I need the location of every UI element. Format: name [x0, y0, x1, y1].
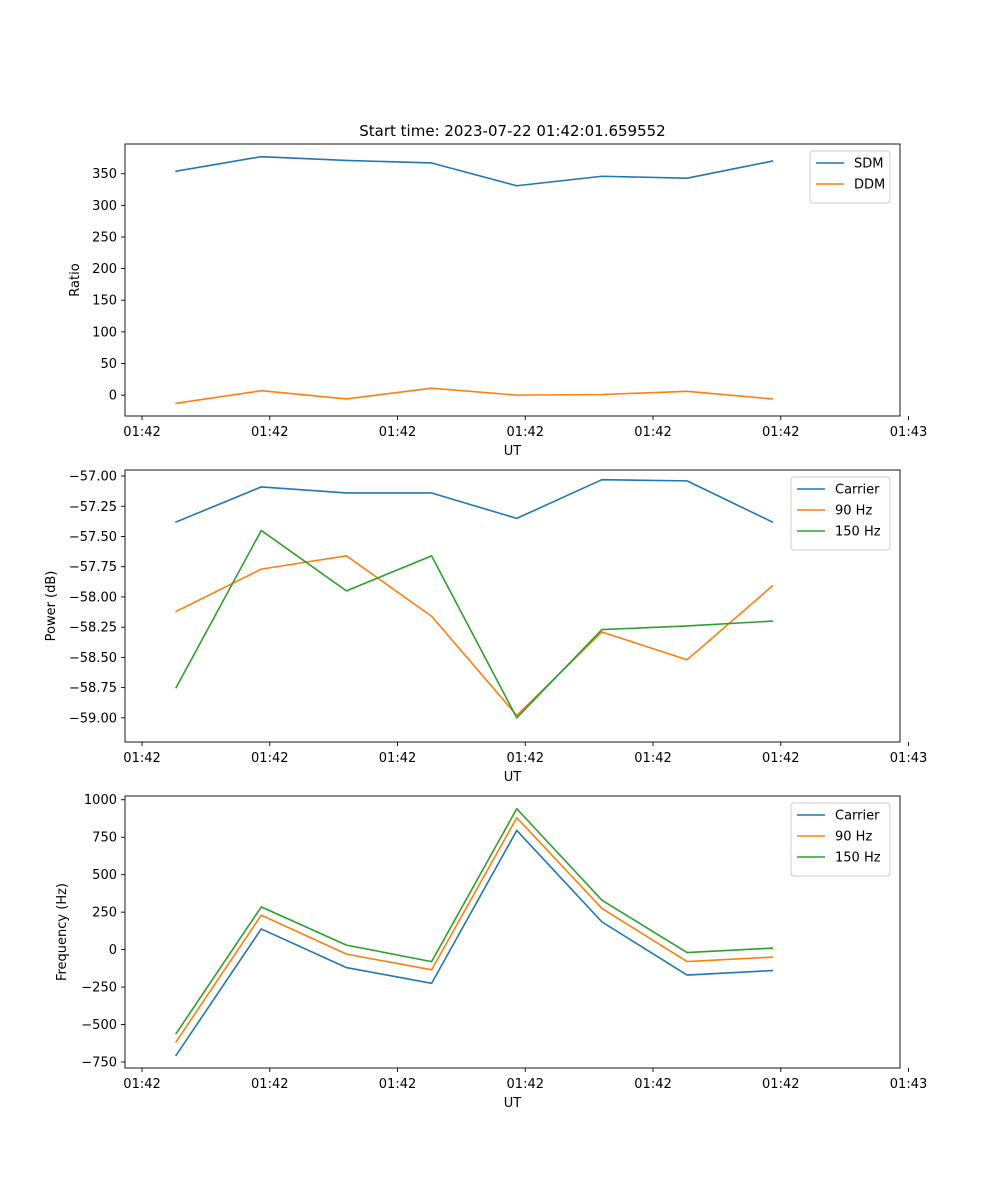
frequency-plot-area [125, 796, 900, 1068]
power-x-tick-label: 01:42 [634, 751, 671, 766]
ratio-x-tick-label: 01:42 [251, 425, 288, 440]
power-y-tick-label: −57.75 [69, 560, 117, 575]
power-y-tick-label: −59.00 [69, 711, 117, 726]
power-x-tick-label: 01:42 [251, 751, 288, 766]
frequency-y-tick-label: 1000 [84, 793, 117, 808]
ratio-legend-box [809, 150, 891, 204]
ratio-x-tick-label: 01:42 [123, 425, 160, 440]
power-y-tick-label: −58.75 [69, 681, 117, 696]
frequency-series-90-hz-line [174, 816, 774, 1043]
power-y-tick-label: −57.50 [69, 530, 117, 545]
power-x-tick-label: 01:42 [379, 751, 416, 766]
power-y-tick-label: −57.25 [69, 500, 117, 515]
ratio-series-sdm-line [175, 155, 774, 187]
frequency-panel: 01:42 01:42 01:42 01:42 01:42 01:42 01:43 −750 −… [55, 793, 927, 1111]
ratio-plot-area [125, 144, 900, 416]
frequency-x-tick-label: 01:42 [379, 1077, 416, 1092]
frequency-y-tick-label: −750 [81, 1056, 117, 1071]
power-panel: 01:42 01:42 01:42 01:42 01:42 01:42 01:43 −59.0… [44, 470, 927, 785]
frequency-legend-label-carrier: Carrier [835, 809, 880, 824]
power-plot-area [125, 470, 900, 742]
ratio-y-tick-label: 300 [92, 199, 117, 214]
power-y-tick-label: −58.50 [69, 651, 117, 666]
frequency-y-tick-label: 750 [92, 831, 117, 846]
frequency-x-axis-label: UT [504, 1096, 522, 1111]
power-legend: Carrier 90 Hz 150 Hz [790, 476, 891, 551]
power-y-tick-label: −58.25 [69, 621, 117, 636]
power-legend-label-carrier: Carrier [835, 483, 880, 498]
ratio-x-tick-label: 01:43 [890, 425, 927, 440]
ratio-panel: 01:42 01:42 01:42 01:42 01:42 01:42 01:43 0 50 10… [68, 143, 927, 459]
ratio-y-tick-label: 0 [109, 389, 117, 404]
frequency-axes-frame [124, 795, 901, 1069]
ratio-y-tick-label: 250 [92, 230, 117, 245]
ratio-y-tick-label: 100 [92, 325, 117, 340]
ratio-x-tick-label: 01:42 [379, 425, 416, 440]
power-legend-label-90-hz: 90 Hz [835, 504, 872, 519]
power-x-tick-label: 01:43 [890, 751, 927, 766]
ratio-y-tick-label: 350 [92, 167, 117, 182]
frequency-legend-label-150-hz: 150 Hz [835, 851, 881, 866]
power-y-axis-label: Power (dB) [44, 571, 59, 642]
frequency-y-axis-label: Frequency (Hz) [55, 883, 70, 981]
power-series-150-hz-line [175, 529, 774, 719]
frequency-x-tick-label: 01:42 [123, 1077, 160, 1092]
ratio-x-tick-label: 01:42 [634, 425, 671, 440]
frequency-y-tick-label: 250 [92, 906, 117, 921]
frequency-x-tick-label: 01:43 [890, 1077, 927, 1092]
power-x-tick-label: 01:42 [123, 751, 160, 766]
frequency-x-tick-label: 01:42 [251, 1077, 288, 1092]
power-legend-label-150-hz: 150 Hz [835, 525, 881, 540]
ratio-legend-label-sdm: SDM [854, 157, 883, 172]
ratio-legend-label-ddm: DDM [854, 178, 885, 193]
power-series-carrier-line [175, 478, 774, 524]
ratio-axes-frame [124, 143, 901, 417]
power-axes-frame [124, 469, 901, 743]
frequency-y-tick-label: 0 [109, 943, 117, 958]
power-y-tick-label: −58.00 [69, 590, 117, 605]
ratio-y-axis-label: Ratio [68, 263, 83, 296]
ratio-y-tick-label: 50 [100, 357, 117, 372]
frequency-y-tick-label: 500 [92, 868, 117, 883]
figure-title: Start time: 2023-07-22 01:42:01.659552 [359, 122, 665, 140]
frequency-legend-label-90-hz: 90 Hz [835, 830, 872, 845]
frequency-x-tick-label: 01:42 [634, 1077, 671, 1092]
frequency-legend: Carrier 90 Hz 150 Hz [790, 802, 891, 877]
power-y-tick-label: −57.00 [69, 470, 117, 485]
frequency-x-tick-label: 01:42 [507, 1077, 544, 1092]
ratio-y-tick-label: 200 [92, 262, 117, 277]
power-series-90-hz-line [175, 555, 774, 717]
power-x-tick-label: 01:42 [762, 751, 799, 766]
frequency-series-150-hz-line [174, 807, 774, 1035]
frequency-x-tick-label: 01:42 [762, 1077, 799, 1092]
ratio-x-axis-label: UT [504, 444, 522, 459]
frequency-series-carrier-line [174, 829, 774, 1057]
power-x-tick-label: 01:42 [507, 751, 544, 766]
ratio-series-ddm-line [175, 387, 774, 405]
ratio-y-tick-label: 150 [92, 294, 117, 309]
ratio-legend: SDM DDM [809, 150, 891, 204]
ratio-x-tick-label: 01:42 [507, 425, 544, 440]
ratio-x-tick-label: 01:42 [762, 425, 799, 440]
frequency-y-tick-label: −500 [81, 1018, 117, 1033]
power-x-axis-label: UT [504, 770, 522, 785]
frequency-y-tick-label: −250 [81, 981, 117, 996]
